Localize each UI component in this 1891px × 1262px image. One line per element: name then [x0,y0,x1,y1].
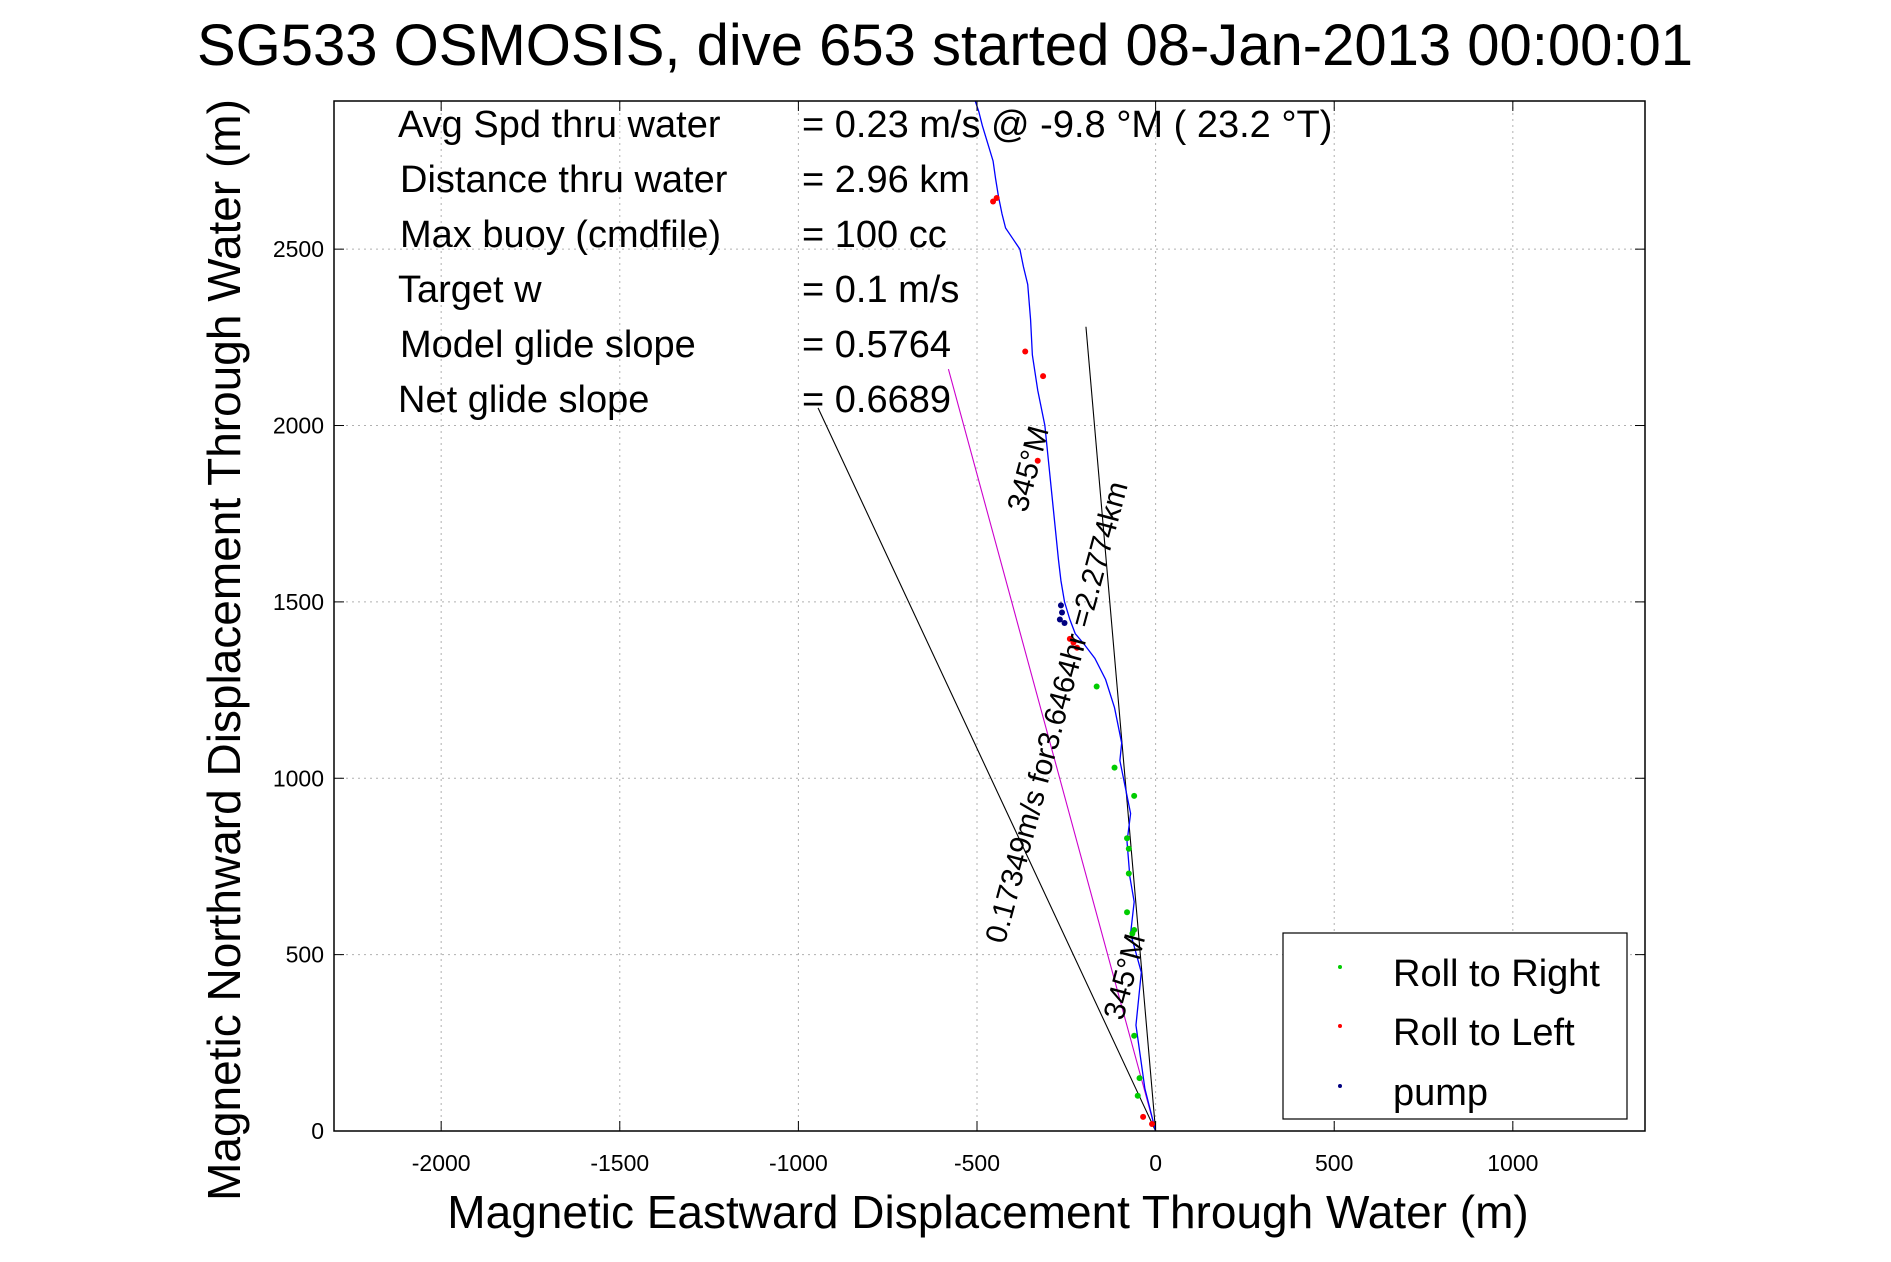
roll-to-right-marker [1111,764,1118,771]
info-value-4: = 0.5764 [802,324,951,366]
boundary-a-line [817,407,1157,1132]
roll-to-left-marker [990,198,997,205]
roll-to-left-marker [1040,373,1047,380]
y-tick-label: 1500 [273,589,324,615]
legend-marker-roll-left [1338,1024,1342,1028]
boundary-b-line [1085,326,1157,1132]
y-tick-label: 2500 [273,236,324,262]
chart-title: SG533 OSMOSIS, dive 653 started 08-Jan-2… [197,13,1693,78]
roll-to-right-marker [1131,1032,1138,1039]
info-label-3: Target w [398,269,542,311]
x-tick-label: -1500 [590,1150,649,1176]
reference-lines [817,326,1157,1132]
legend: Roll to Right Roll to Left pump [1282,932,1628,1120]
roll-to-right-marker [1136,1075,1143,1082]
axis-ticks: -2000 -1500 -1000 -500 0 500 1000 0 500 1000 1500 2… [273,101,1645,1176]
info-label-1: Distance thru water [400,159,728,201]
y-tick-label: 500 [286,942,324,968]
dive-track [974,100,1157,1132]
info-value-2: = 100 cc [802,214,947,256]
legend-label-pump: pump [1393,1072,1488,1114]
x-tick-label: 500 [1315,1150,1353,1176]
info-label-0: Avg Spd thru water [398,104,721,146]
x-tick-label: -1000 [769,1150,828,1176]
y-tick-label: 1000 [273,765,324,791]
legend-marker-roll-right [1338,965,1342,969]
x-axis-label: Magnetic Eastward Displacement Through W… [447,1186,1528,1238]
info-label-2: Max buoy (cmdfile) [400,214,721,256]
roll-to-right-marker [1131,926,1138,933]
roll-to-left-marker [1140,1113,1147,1120]
x-tick-label: -500 [954,1150,1000,1176]
info-block: Avg Spd thru water = 0.23 m/s @ -9.8 °M … [398,104,1332,421]
pump-marker [1057,602,1064,609]
roll-to-left-marker [1070,639,1077,646]
model-line-line [947,368,1157,1132]
legend-marker-pump [1338,1084,1342,1088]
y-axis-label: Magnetic Northward Displacement Through … [198,99,250,1201]
x-tick-label: -2000 [412,1150,471,1176]
roll-to-right-marker [1093,683,1100,690]
roll-to-right-marker [1125,845,1132,852]
info-label-4: Model glide slope [400,324,696,366]
dive-track-line [974,100,1157,1132]
roll-to-right-marker [1124,835,1131,842]
roll-to-right-marker [1131,792,1138,799]
roll-to-right-marker [1134,1092,1141,1099]
roll-to-left-marker [1074,644,1081,651]
pump-marker [1059,609,1066,616]
info-label-5: Net glide slope [398,379,649,421]
roll-to-left-marker [1022,348,1029,355]
x-tick-label: 1000 [1487,1150,1538,1176]
info-value-3: = 0.1 m/s [802,269,959,311]
plot-frame [333,100,1646,1132]
roll-to-left-marker [1149,1120,1156,1127]
roll-to-left-marker [1034,457,1041,464]
info-value-1: = 2.96 km [802,159,970,201]
info-value-5: = 0.6689 [802,379,951,421]
markers [990,195,1156,1127]
y-tick-label: 0 [311,1118,324,1144]
roll-to-right-marker [1124,909,1131,916]
roll-to-right-marker [1125,870,1132,877]
pump-marker [1061,620,1068,627]
info-value-0: = 0.23 m/s @ -9.8 °M ( 23.2 °T) [802,104,1332,146]
pump-marker [1056,616,1063,623]
x-tick-label: 0 [1149,1150,1162,1176]
legend-label-roll-right: Roll to Right [1393,953,1600,995]
legend-label-roll-left: Roll to Left [1393,1012,1575,1054]
y-tick-label: 2000 [273,413,324,439]
